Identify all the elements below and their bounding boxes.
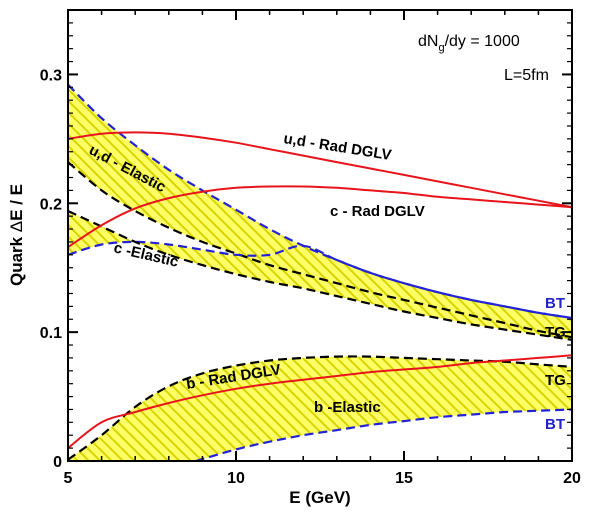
y-axis-label-prefix: Quark bbox=[7, 232, 26, 286]
b-rad-dglv-line bbox=[68, 354, 572, 449]
annotation-dndy-pre: dN bbox=[418, 33, 438, 50]
ud-elastic-tg-line bbox=[68, 161, 572, 339]
y-tick-label: 0.1 bbox=[40, 325, 62, 342]
b-elastic-bt-line bbox=[195, 408, 572, 461]
c-elastic-bt-line bbox=[68, 240, 572, 320]
charm-elastic-band-fill bbox=[68, 211, 572, 340]
x-tick-label: 10 bbox=[227, 470, 245, 487]
y-tick-label: 0.2 bbox=[40, 196, 62, 213]
label-c-rad: c - Rad DGLV bbox=[330, 203, 425, 220]
x-axis-label: E (GeV) bbox=[289, 488, 350, 507]
y-axis-label-delta: Δ bbox=[7, 221, 26, 232]
x-tick-label: 20 bbox=[563, 470, 581, 487]
y-tick-label: 0.3 bbox=[40, 67, 62, 84]
x-tick-label: 5 bbox=[64, 470, 73, 487]
ud-elastic-bt-line bbox=[68, 83, 572, 320]
annotation-dndy-post: /dy = 1000 bbox=[445, 33, 520, 50]
annotation-dndy-sub: g bbox=[438, 42, 444, 54]
c-rad-dglv-line bbox=[68, 185, 572, 248]
x-tick-label: 15 bbox=[395, 470, 413, 487]
bottom-elastic-band-fill bbox=[68, 356, 572, 461]
bands-layer bbox=[68, 84, 572, 461]
annotation-dndy: dNg/dy = 1000 bbox=[418, 33, 520, 54]
y-axis-label-suffix: E / E bbox=[7, 184, 26, 221]
label-bt-lower: BT bbox=[545, 416, 565, 433]
label-bt-upper: BT bbox=[545, 295, 565, 312]
annotation-length: L=5fm bbox=[504, 67, 549, 84]
axis-ticks: 5 10 15 20 0 0.1 0.2 0.3 bbox=[40, 10, 581, 487]
label-ud-rad: u,d - Rad DGLV bbox=[282, 130, 392, 164]
y-tick-label: 0 bbox=[53, 454, 62, 471]
c-elastic-tg-line bbox=[68, 210, 572, 341]
label-b-elastic: b -Elastic bbox=[314, 399, 381, 416]
y-axis-label: Quark ΔE / E bbox=[7, 184, 26, 286]
label-tg-lower: TG bbox=[545, 372, 566, 389]
ud-rad-dglv-line bbox=[68, 131, 572, 209]
label-tg-upper: TG bbox=[545, 324, 566, 341]
curves-layer bbox=[68, 83, 572, 461]
light-quark-elastic-band-fill bbox=[68, 84, 572, 338]
plot-frame bbox=[67, 9, 573, 462]
